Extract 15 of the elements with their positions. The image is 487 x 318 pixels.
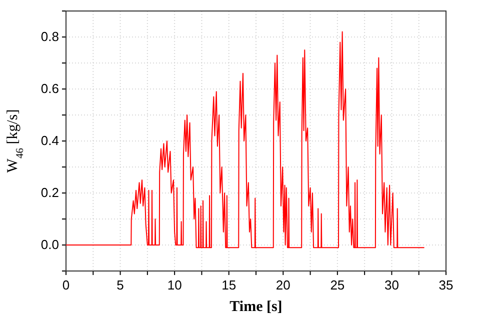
x-tick-label: 20 xyxy=(276,278,290,293)
line-series xyxy=(66,31,425,248)
y-tick-label: 0.8 xyxy=(40,29,59,44)
x-tick-label: 10 xyxy=(167,278,182,293)
x-tick-label: 25 xyxy=(330,278,345,293)
x-tick-label: 30 xyxy=(384,278,399,293)
x-tick-label: 5 xyxy=(116,278,124,293)
y-tick-label: 0.4 xyxy=(40,133,59,148)
x-tick-label: 35 xyxy=(438,278,454,293)
x-tick-label: 15 xyxy=(222,278,236,293)
y-tick-label: 0.2 xyxy=(40,185,59,200)
y-tick-label: 0.0 xyxy=(40,237,59,252)
x-tick-label: 0 xyxy=(62,278,70,293)
y-tick-label: 0.6 xyxy=(40,81,59,96)
x-axis-title: Time [s] xyxy=(230,299,282,315)
